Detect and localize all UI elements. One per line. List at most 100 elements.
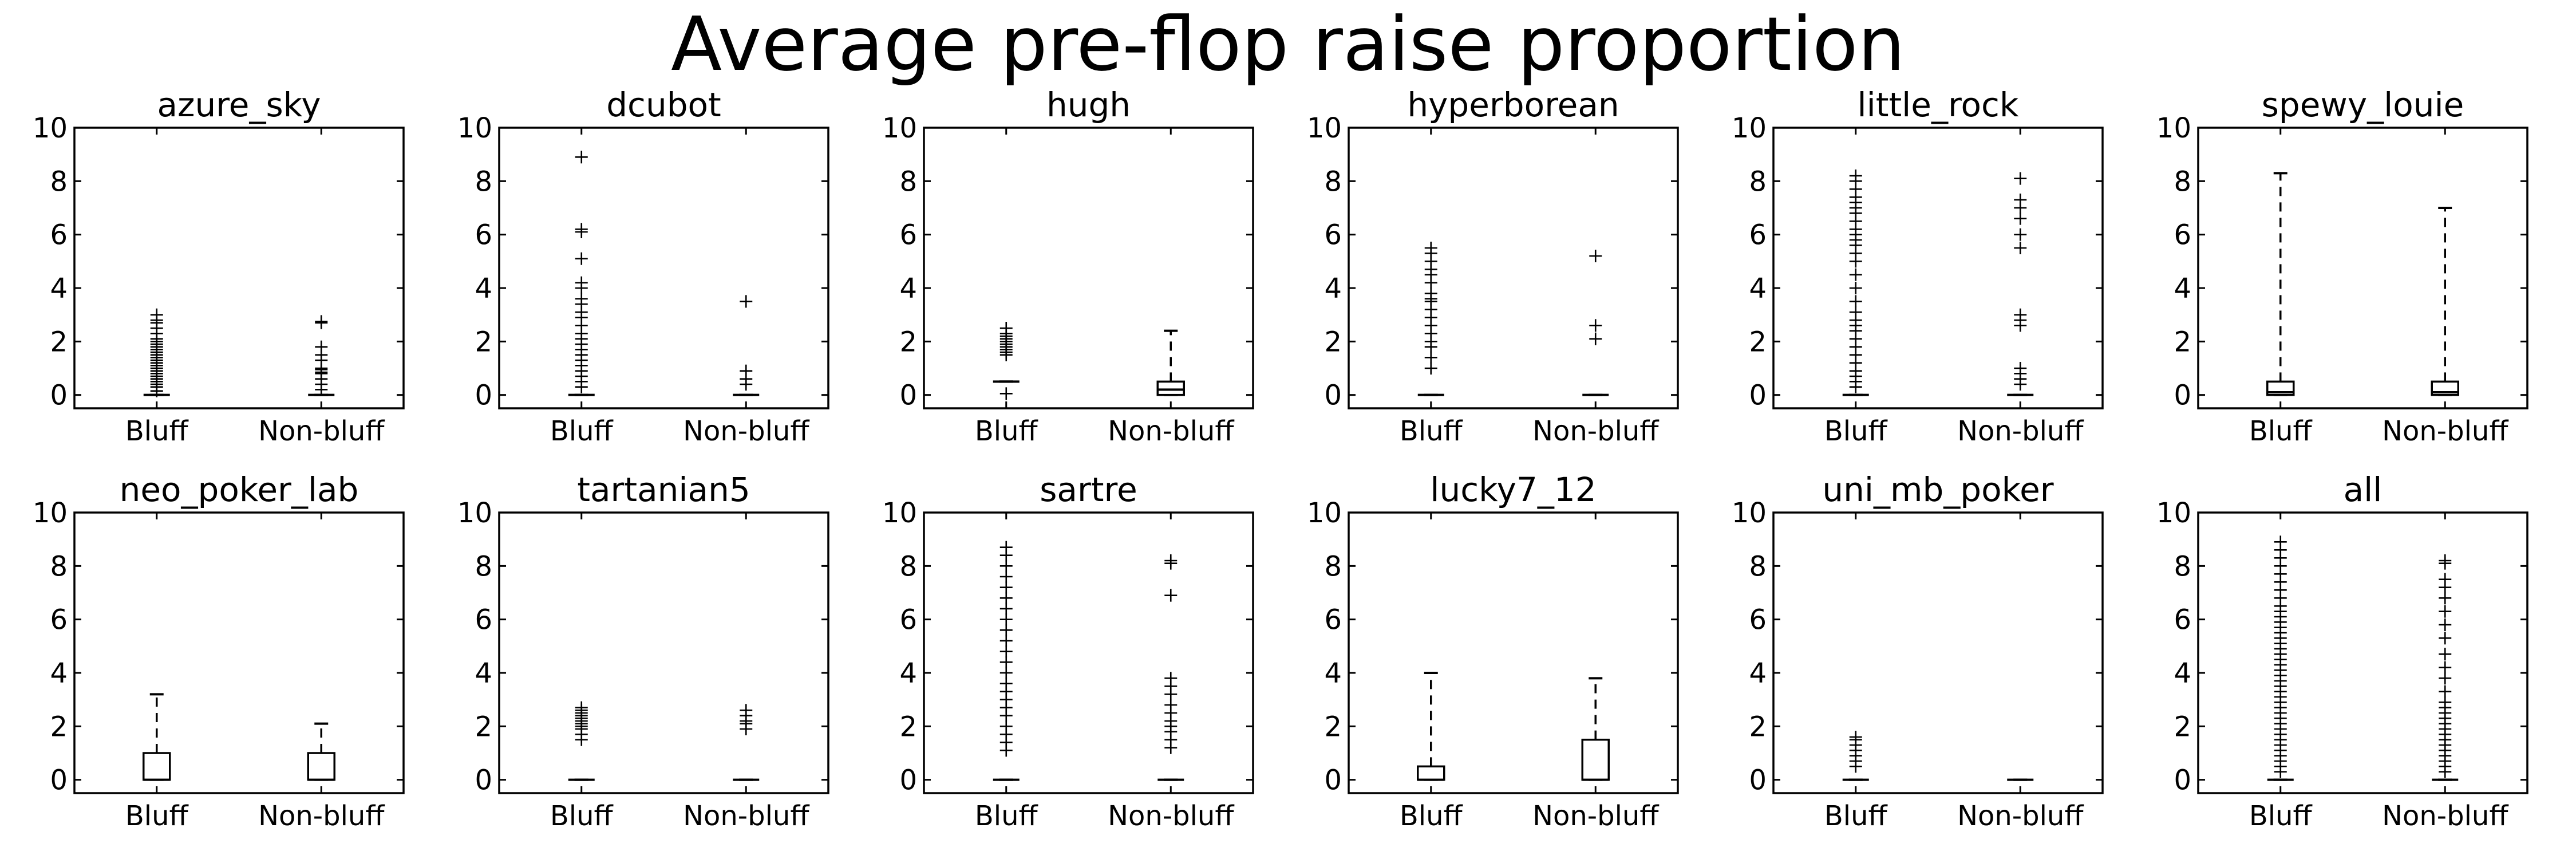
y-tick-label: 0 — [50, 380, 68, 412]
x-tick-label: Non-bluff — [1532, 800, 1659, 832]
iqr-box — [143, 752, 171, 781]
y-tick-label: 8 — [899, 166, 917, 198]
x-tick-label: Bluff — [125, 800, 189, 832]
y-tick-label: 8 — [1749, 166, 1767, 198]
flier — [2014, 194, 2027, 206]
y-tick-label: 8 — [475, 166, 492, 198]
box-non-bluff — [733, 295, 760, 396]
y-tick-label: 2 — [1324, 711, 1342, 743]
panel-title: little_rock — [1857, 85, 2018, 124]
y-tick-label: 2 — [2174, 711, 2191, 743]
box-non-bluff — [2432, 554, 2459, 781]
box-bluff — [2267, 535, 2294, 781]
y-tick-label: 4 — [2174, 273, 2191, 305]
box-bluff — [993, 322, 1020, 400]
x-tick-label: Bluff — [125, 415, 189, 447]
y-tick-label: 6 — [475, 604, 492, 636]
flier — [999, 387, 1013, 400]
y-tick-label: 6 — [50, 219, 68, 251]
figure-title: Average pre-flop raise proportion — [671, 1, 1905, 88]
flier — [740, 364, 753, 377]
y-tick-label: 0 — [475, 765, 492, 797]
panel: spewy_louie 0 2 4 6 8 10 Bluff Non-bluff — [2156, 85, 2528, 447]
x-tick-label: Bluff — [550, 415, 614, 447]
flier — [2439, 632, 2452, 645]
iqr-box — [1417, 765, 1445, 781]
x-tick-label: Non-bluff — [1108, 800, 1234, 832]
panel: hugh 0 2 4 6 8 10 Bluff Non-bluff — [882, 85, 1254, 447]
box-bluff — [143, 308, 170, 397]
flier — [2274, 535, 2287, 549]
panel-title: sartre — [1040, 470, 1137, 509]
y-tick-label: 4 — [475, 273, 492, 305]
flier — [1424, 362, 1437, 375]
iqr-box — [1581, 738, 1610, 781]
flier — [2439, 696, 2452, 709]
x-tick-label: Bluff — [975, 415, 1038, 447]
flier — [2014, 308, 2027, 321]
panel-title: neo_poker_lab — [120, 470, 359, 509]
y-tick-label: 10 — [882, 497, 917, 529]
flier — [740, 704, 753, 717]
flier — [999, 541, 1013, 554]
iqr-box — [1156, 380, 1185, 396]
y-tick-label: 0 — [475, 380, 492, 412]
box-non-bluff — [2007, 172, 2034, 396]
axes-frame — [498, 511, 829, 794]
flier — [999, 559, 1013, 573]
flier — [1589, 250, 1602, 262]
x-tick-label: Bluff — [550, 800, 614, 832]
y-tick-label: 10 — [1307, 112, 1342, 144]
y-tick-label: 8 — [1324, 550, 1342, 582]
flier — [575, 276, 588, 289]
y-tick-label: 6 — [1324, 219, 1342, 251]
flier — [999, 667, 1013, 679]
y-tick-label: 10 — [1307, 497, 1342, 529]
flier — [999, 720, 1013, 733]
flier — [2439, 573, 2452, 586]
flier — [2014, 172, 2027, 185]
panel: all 0 2 4 6 8 10 Bluff Non-bluff — [2156, 470, 2528, 832]
y-tick-label: 0 — [2174, 380, 2191, 412]
panel-title: tartanian5 — [577, 470, 750, 509]
axes-frame — [1348, 511, 1679, 794]
x-tick-label: Bluff — [1400, 415, 1463, 447]
flier — [1849, 268, 1862, 281]
flier — [1849, 295, 1862, 308]
flier — [575, 223, 588, 236]
flier — [2439, 618, 2452, 631]
flier — [575, 701, 588, 714]
flier — [2439, 592, 2452, 605]
flier — [1849, 282, 1862, 294]
flier — [1589, 319, 1602, 332]
panel: tartanian5 0 2 4 6 8 10 Bluff Non-bluff — [457, 470, 829, 832]
panel-title: hyperborean — [1407, 85, 1619, 124]
flier — [2439, 648, 2452, 661]
y-tick-label: 8 — [50, 550, 68, 582]
y-tick-label: 10 — [2156, 497, 2191, 529]
flier — [575, 292, 588, 305]
box-bluff — [2266, 172, 2295, 396]
flier — [2439, 685, 2452, 698]
y-tick-label: 10 — [33, 112, 68, 144]
y-tick-label: 6 — [899, 219, 917, 251]
box-non-bluff — [1156, 329, 1185, 396]
iqr-box — [307, 752, 335, 781]
flier — [999, 613, 1013, 626]
flier — [999, 624, 1013, 637]
flier — [1164, 589, 1178, 602]
flier — [575, 252, 588, 265]
panel: uni_mb_poker 0 2 4 6 8 10 Bluff Non-bluff — [1732, 470, 2104, 832]
y-tick-label: 4 — [50, 657, 68, 689]
flier — [1164, 554, 1178, 567]
panel-title: dcubot — [606, 85, 721, 124]
flier — [999, 570, 1013, 583]
box-non-bluff — [2431, 207, 2459, 396]
y-tick-label: 8 — [899, 550, 917, 582]
x-tick-label: Non-bluff — [2382, 415, 2508, 447]
y-tick-label: 2 — [899, 326, 917, 358]
y-tick-label: 6 — [2174, 604, 2191, 636]
box-bluff — [1842, 170, 1869, 396]
y-tick-label: 6 — [2174, 219, 2191, 251]
